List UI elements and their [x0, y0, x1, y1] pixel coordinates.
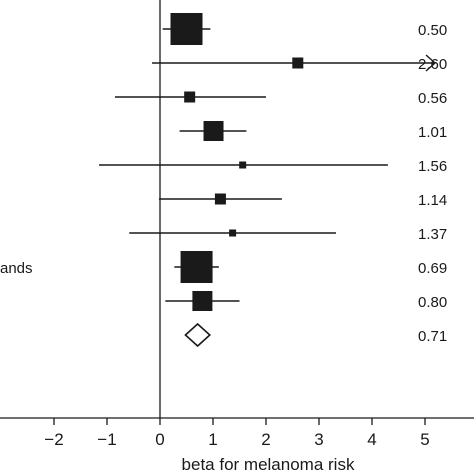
summary-row: 0.71 — [184, 322, 447, 348]
study-row: 0.80 — [165, 291, 447, 311]
point-estimate-square — [180, 251, 213, 283]
estimate-value-label: 0.56 — [418, 90, 447, 107]
x-tick-label: 0 — [155, 430, 164, 449]
summary-diamond — [184, 322, 212, 348]
estimate-value-label: 1.56 — [418, 158, 447, 175]
x-tick-label: 1 — [208, 430, 217, 449]
estimate-value-label: 0.50 — [418, 22, 447, 39]
x-tick-label: −2 — [44, 430, 63, 449]
study-row: 0.69 ands — [0, 251, 447, 283]
estimate-value-label: 1.14 — [418, 192, 447, 209]
point-estimate-square — [214, 193, 226, 205]
estimate-value-label: 2.60 — [418, 56, 447, 73]
estimate-value-label: 0.80 — [418, 294, 447, 311]
study-row: 0.50 — [162, 13, 447, 45]
x-tick-label: 4 — [367, 430, 376, 449]
point-estimate-square — [203, 121, 224, 141]
study-row: 1.37 — [129, 226, 447, 243]
point-estimate-square — [229, 229, 237, 237]
estimate-value-label: 1.37 — [418, 226, 447, 243]
study-row: 1.56 — [99, 158, 447, 175]
estimate-value-label: 0.69 — [418, 260, 447, 277]
x-axis-ticks: −2 −1 0 1 2 3 4 5 — [44, 418, 430, 449]
study-row: 2.60 — [152, 54, 447, 73]
summary-value-label: 0.71 — [418, 328, 447, 345]
point-estimate-square — [170, 13, 203, 45]
point-estimate-square — [292, 57, 304, 69]
study-row: 1.01 — [179, 121, 447, 141]
point-estimate-square — [239, 161, 247, 169]
point-estimate-square — [184, 91, 196, 103]
x-tick-label: −1 — [97, 430, 116, 449]
point-estimate-square — [192, 291, 213, 311]
x-tick-label: 3 — [314, 430, 323, 449]
estimate-value-label: 1.01 — [418, 124, 447, 141]
x-tick-label: 2 — [261, 430, 270, 449]
study-row: 1.14 — [158, 192, 447, 209]
truncation-arrow — [425, 54, 437, 72]
study-label: ands — [0, 260, 33, 277]
x-tick-label: 5 — [420, 430, 429, 449]
study-rows: 0.50 2.60 0.56 1.01 1.56 1.14 1.37 0.69 ands 0.80 — [0, 13, 447, 311]
x-axis-label: beta for melanoma risk — [182, 455, 355, 474]
study-row: 0.56 — [114, 90, 447, 107]
